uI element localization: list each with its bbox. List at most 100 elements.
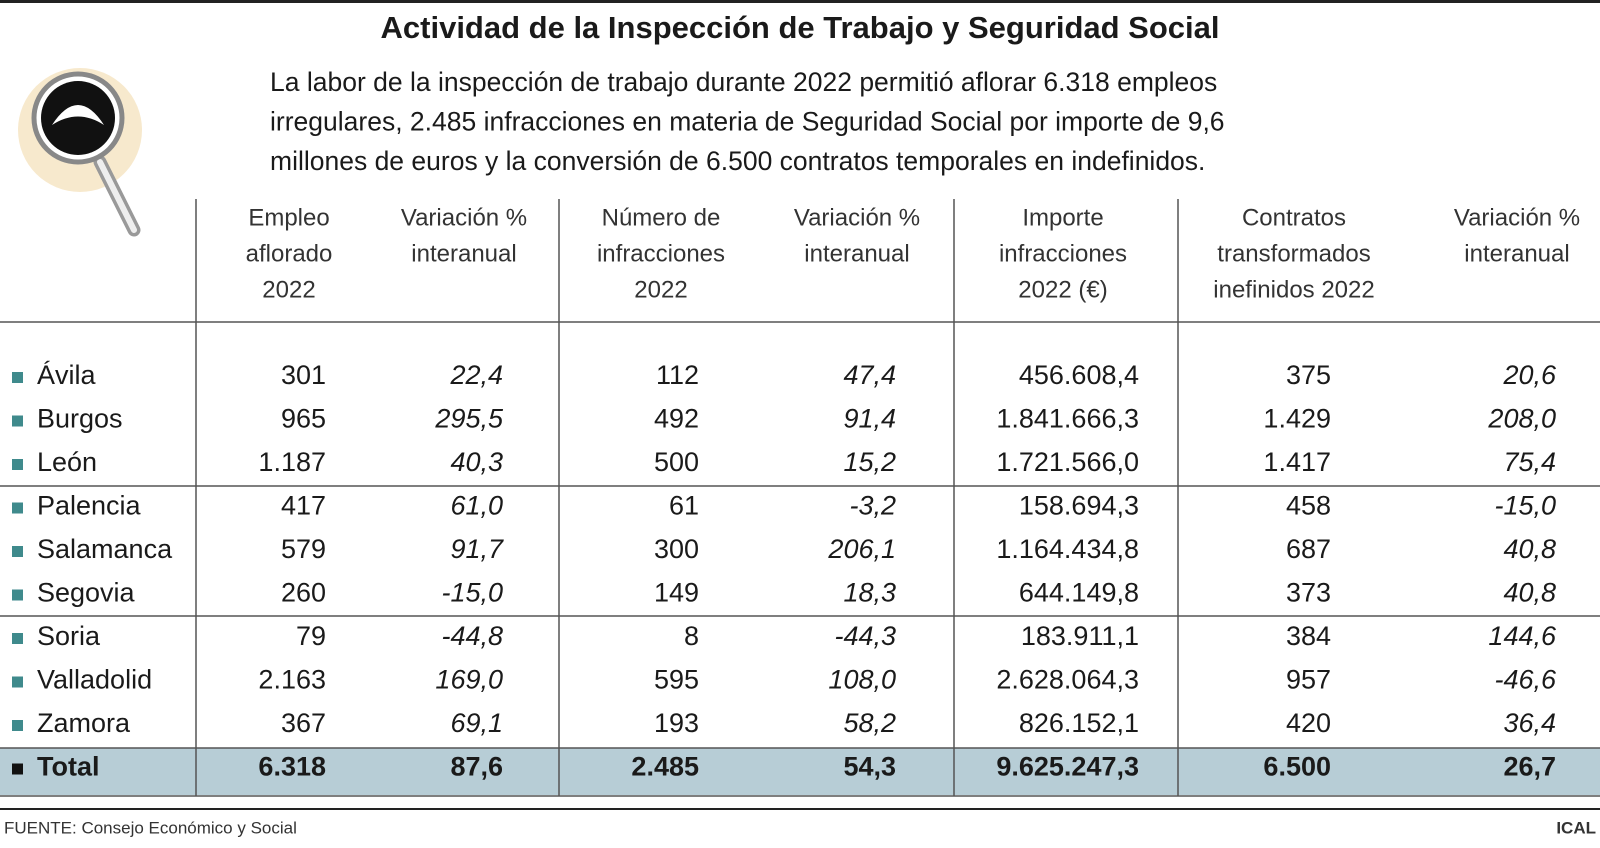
table-cell: 644.149,8 (1019, 578, 1139, 608)
table-cell: 1.187 (258, 447, 326, 477)
table-cell: 20,6 (1502, 360, 1557, 390)
table-cell: 6.500 (1263, 752, 1331, 782)
table-cell: 456.608,4 (1019, 360, 1139, 390)
table-cell: 69,1 (450, 708, 503, 738)
table-cell: 6.318 (258, 752, 326, 782)
table-cell: 373 (1286, 578, 1331, 608)
credit: ICAL (1556, 818, 1596, 837)
top-rule (0, 0, 1600, 3)
table-cell: 158.694,3 (1019, 491, 1139, 521)
row-label: Palencia (37, 491, 142, 521)
table-cell: -15,0 (1494, 491, 1556, 521)
table-cell: 301 (281, 360, 326, 390)
column-header: infracciones (597, 240, 725, 267)
row-label: León (37, 447, 97, 477)
table-cell: 15,2 (843, 447, 896, 477)
table-cell: -44,3 (834, 621, 896, 651)
table-cell: 61 (669, 491, 699, 521)
column-header: Variación % (401, 204, 527, 231)
column-header: Empleo (248, 204, 329, 231)
table-cell: 595 (654, 665, 699, 695)
row-bullet (12, 589, 23, 601)
table-cell: 579 (281, 534, 326, 564)
table-cell: 2.163 (258, 665, 326, 695)
table-cell: 417 (281, 491, 326, 521)
table-cell: 75,4 (1503, 447, 1556, 477)
table-cell: 367 (281, 708, 326, 738)
table-cell: 9.625.247,3 (996, 752, 1139, 782)
table-cell: 1.164.434,8 (996, 534, 1139, 564)
table-cell: 61,0 (450, 491, 503, 521)
table-cell: 54,3 (843, 752, 896, 782)
table-rules (0, 321, 1600, 810)
row-label: Zamora (37, 708, 131, 738)
table-cell: 826.152,1 (1019, 708, 1139, 738)
intro-line: irregulares, 2.485 infracciones en mater… (270, 107, 1225, 137)
row-bullet (12, 720, 23, 731)
row-label: Segovia (37, 578, 136, 608)
column-header: Variación % (1454, 204, 1580, 231)
row-bullet (12, 676, 23, 688)
table-cell: 208,0 (1487, 404, 1556, 434)
total-row-bg (0, 748, 1600, 795)
column-header: infracciones (999, 240, 1127, 267)
table-cell: 149 (654, 578, 699, 608)
column-header: interanual (411, 240, 516, 267)
column-header: Número de (602, 204, 721, 231)
table-cell: 1.721.566,0 (996, 447, 1139, 477)
column-header: interanual (1464, 240, 1569, 267)
table-cell: 500 (654, 447, 699, 477)
row-bullet (12, 502, 23, 514)
table-cell: 91,7 (450, 534, 504, 564)
table-cell: 79 (296, 621, 326, 651)
table-cell: 40,8 (1503, 534, 1556, 564)
row-label: Soria (37, 621, 101, 651)
table-cell: -46,6 (1494, 665, 1557, 695)
column-dividers (195, 199, 1179, 796)
row-label: Total (37, 752, 100, 782)
table-cell: -3,2 (849, 491, 896, 521)
table-cell: 112 (656, 360, 699, 390)
table-cell: 206,1 (827, 534, 896, 564)
row-label: Valladolid (37, 665, 152, 695)
table-cell: 2.485 (631, 752, 699, 782)
table-cell: 58,2 (843, 708, 896, 738)
table-cell: 300 (654, 534, 699, 564)
column-header: 2022 (262, 276, 315, 303)
column-header: Importe (1022, 204, 1103, 231)
column-header: interanual (804, 240, 909, 267)
table-cell: 957 (1286, 665, 1331, 695)
table-cell: 687 (1286, 534, 1331, 564)
column-header: Variación % (794, 204, 920, 231)
magnifier-icon (18, 68, 142, 237)
column-header: inefinidos 2022 (1213, 276, 1374, 303)
row-bullet (12, 546, 23, 557)
source: FUENTE: Consejo Económico y Social (4, 818, 297, 837)
row-bullet (12, 763, 23, 775)
row-label: Ávila (37, 360, 97, 390)
intro-line: millones de euros y la conversión de 6.5… (270, 146, 1205, 176)
column-header: 2022 (634, 276, 687, 303)
table-cell: 260 (281, 578, 326, 608)
table-cell: 384 (1286, 621, 1331, 651)
row-bullet (12, 459, 23, 470)
row-bullet (12, 633, 23, 644)
column-header: Contratos (1242, 204, 1346, 231)
table-cell: 1.841.666,3 (996, 404, 1139, 434)
row-bullet (12, 415, 23, 427)
table-cell: 295,5 (434, 404, 504, 434)
table-cell: 22,4 (449, 360, 503, 390)
table-cell: -15,0 (441, 578, 503, 608)
table-cell: 183.911,1 (1021, 621, 1139, 651)
table-cell: 375 (1286, 360, 1331, 390)
table-cell: 1.417 (1263, 447, 1331, 477)
column-header: aflorado (246, 240, 333, 267)
table-cell: 2.628.064,3 (996, 665, 1139, 695)
table-cell: 91,4 (843, 404, 896, 434)
intro-line: La labor de la inspección de trabajo dur… (270, 67, 1217, 97)
table-cell: 40,3 (450, 447, 503, 477)
table-cell: 144,6 (1488, 621, 1557, 651)
column-header: transformados (1217, 240, 1370, 267)
table-cell: 47,4 (843, 360, 896, 390)
